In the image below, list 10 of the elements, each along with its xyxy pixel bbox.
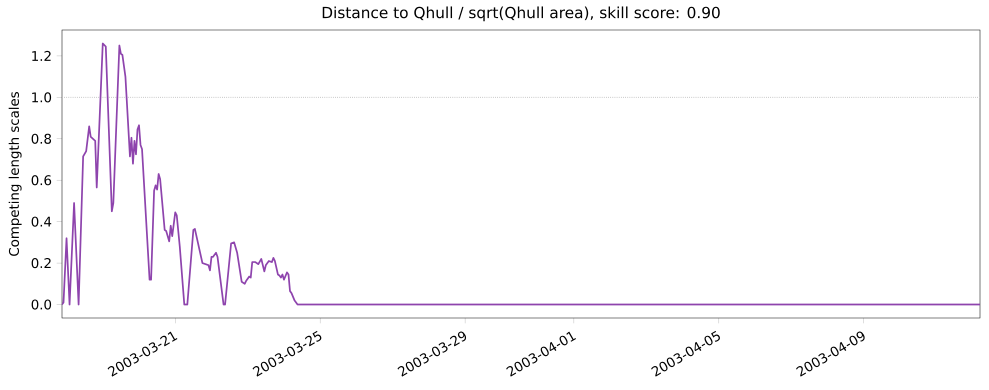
y-tick-label: 1.2 xyxy=(32,50,51,61)
y-tick-label: 0.2 xyxy=(32,258,51,268)
y-tick-label: 1.0 xyxy=(32,92,52,102)
y-tick-label: 0.6 xyxy=(32,175,52,186)
y-tick-label: 0.4 xyxy=(32,216,52,227)
y-tick-label: 0.8 xyxy=(32,134,52,144)
line-series xyxy=(62,42,980,306)
y-axis-title: Competing length scales xyxy=(8,92,22,256)
chart-title: Distance to Qhull / sqrt(Qhull area), skill score: 0.90 xyxy=(322,6,720,22)
y-tick-label: 0.0 xyxy=(32,299,52,310)
